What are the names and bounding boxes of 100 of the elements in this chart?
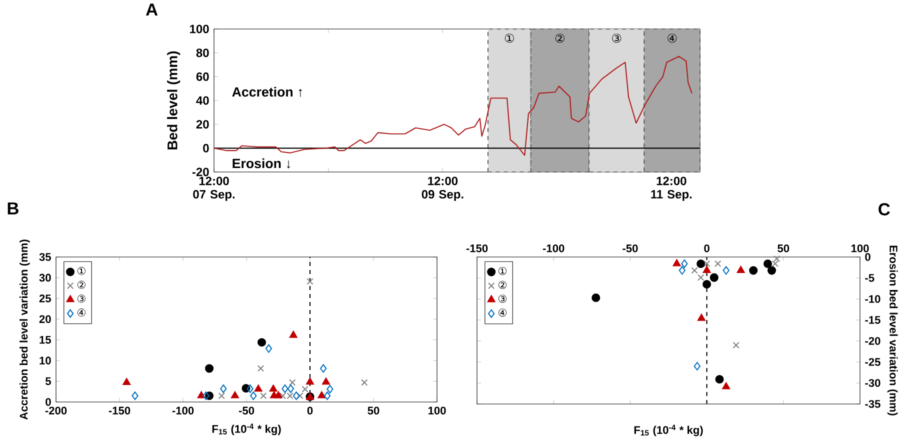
point <box>220 384 227 393</box>
point <box>322 378 330 385</box>
point <box>288 379 296 386</box>
y-tick-label: 10 <box>40 356 51 364</box>
band-label: ④ <box>668 34 677 43</box>
y-tick-label: 40 <box>196 96 209 105</box>
point <box>736 266 745 273</box>
point <box>282 384 288 393</box>
legend-label: ④ <box>498 308 506 317</box>
point <box>361 379 368 386</box>
y-tick-label: -35 <box>865 400 880 408</box>
point <box>702 280 712 289</box>
x-tick-label: 12:00 07 Sep. <box>193 176 235 201</box>
y-tick-label: 100 <box>190 24 209 34</box>
legend-label: ① <box>498 266 506 275</box>
point <box>714 260 722 268</box>
point <box>710 273 718 282</box>
point <box>326 384 334 394</box>
point <box>205 364 214 373</box>
point <box>296 392 304 400</box>
point <box>681 259 688 268</box>
point <box>324 392 331 400</box>
annotation: Erosion ↓ <box>232 158 290 168</box>
annotation: Accretion ↑ <box>232 86 302 97</box>
point <box>254 384 262 392</box>
point <box>306 278 314 285</box>
y-tick-label: 35 <box>39 253 51 261</box>
point <box>703 260 710 268</box>
y-tick-label: 80 <box>196 48 209 58</box>
x-tick-label: -100 <box>172 406 194 415</box>
x-tick-label: 0 <box>704 244 710 252</box>
chart-title: A <box>146 4 158 16</box>
chart-title: B <box>8 202 18 214</box>
x-tick-label: -100 <box>542 244 564 252</box>
band-label: ① <box>504 34 514 43</box>
x-tick-label: 50 <box>368 406 380 415</box>
y-axis-title: Erosion bed level variation (mm) <box>887 246 898 416</box>
y-tick-label: 20 <box>196 120 209 129</box>
legend-label: ② <box>498 280 506 289</box>
y-tick-label: 5 <box>45 377 51 386</box>
y-tick-label: 0 <box>865 253 870 261</box>
y-tick-label: -25 <box>865 358 880 366</box>
y-tick-label: 30 <box>39 274 51 282</box>
point <box>260 392 267 400</box>
point <box>715 374 724 384</box>
point <box>132 392 138 400</box>
point <box>289 330 298 338</box>
x-axis-title: F$_{15}$ (10$^{-4}$ * kg) <box>634 424 703 436</box>
y-tick-label: -30 <box>865 379 880 387</box>
band-label: ③ <box>612 34 622 43</box>
point <box>230 391 239 398</box>
point <box>767 266 776 275</box>
point <box>306 378 314 385</box>
band-label: ② <box>555 34 564 43</box>
x-tick-label: 0 <box>307 406 313 415</box>
x-tick-label: -50 <box>238 406 254 415</box>
x-tick-label: 12:00 09 Sep. <box>422 176 464 201</box>
point <box>697 274 704 281</box>
y-tick-label: -5 <box>865 274 874 282</box>
legend-label: ① <box>77 266 86 275</box>
point <box>672 259 681 266</box>
point <box>697 314 706 321</box>
legend-label: ② <box>77 280 86 289</box>
point <box>722 266 730 275</box>
point <box>702 266 711 273</box>
x-tick-label: 100 <box>851 244 869 252</box>
point <box>772 260 778 268</box>
point <box>269 384 278 392</box>
y-tick-label: 25 <box>39 294 51 302</box>
x-tick-label: 12:00 11 Sep. <box>651 176 692 201</box>
point <box>696 259 706 268</box>
x-tick-label: -50 <box>622 244 638 252</box>
y-tick-label: 15 <box>40 336 51 344</box>
point <box>302 386 308 393</box>
point <box>257 365 264 372</box>
point <box>722 382 730 390</box>
legend-label: ④ <box>77 308 86 317</box>
point <box>265 344 272 353</box>
chart-title: C <box>878 203 890 216</box>
y-tick-label: 0 <box>46 398 51 406</box>
point <box>202 392 210 400</box>
point <box>246 384 254 393</box>
point <box>320 364 327 373</box>
x-tick-label: -150 <box>108 406 130 415</box>
y-tick-label: 20 <box>39 315 51 324</box>
y-tick-label: 60 <box>196 72 209 81</box>
point <box>287 384 294 393</box>
legend-label: ③ <box>498 294 506 303</box>
point <box>678 266 686 275</box>
x-tick-label: 50 <box>778 244 790 252</box>
point <box>773 255 780 262</box>
y-axis-title: Bed level (mm) <box>167 51 180 150</box>
x-tick-label: -150 <box>466 244 488 252</box>
point <box>250 392 257 400</box>
point <box>694 362 700 370</box>
point <box>274 391 282 398</box>
x-axis-title: F$_{15}$ (10$^{-4}$ * kg) <box>212 424 281 436</box>
y-tick-label: -10 <box>865 295 880 303</box>
y-axis-title: Accretion bed level variation (mm) <box>20 240 30 420</box>
point <box>691 267 698 274</box>
